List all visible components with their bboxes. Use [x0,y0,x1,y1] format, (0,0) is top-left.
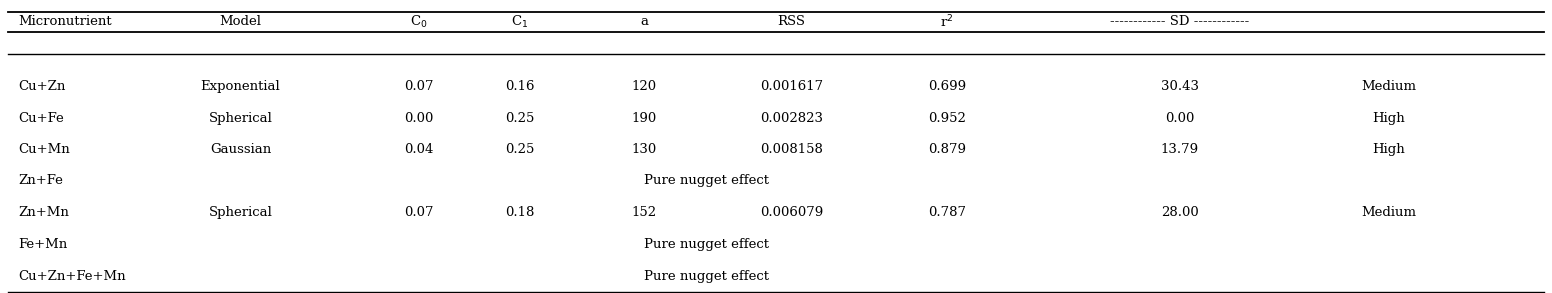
Text: Zn+Mn: Zn+Mn [19,206,70,219]
Text: Fe+Mn: Fe+Mn [19,238,68,251]
Text: C$_0$: C$_0$ [410,14,428,30]
Text: Gaussian: Gaussian [210,143,272,156]
Text: Pure nugget effect: Pure nugget effect [644,238,770,251]
Text: High: High [1372,112,1406,125]
Text: High: High [1372,143,1406,156]
Text: 0.25: 0.25 [506,112,534,125]
Text: Pure nugget effect: Pure nugget effect [644,270,770,283]
Text: 0.07: 0.07 [404,206,435,219]
Text: 130: 130 [632,143,656,156]
Text: RSS: RSS [778,16,805,28]
Text: 0.002823: 0.002823 [760,112,823,125]
Text: Zn+Fe: Zn+Fe [19,174,64,187]
Text: r$^2$: r$^2$ [941,14,953,30]
Text: 152: 152 [632,206,656,219]
Text: Cu+Zn+Fe+Mn: Cu+Zn+Fe+Mn [19,270,126,283]
Text: 0.07: 0.07 [404,80,435,93]
Text: Exponential: Exponential [200,80,281,93]
Text: Spherical: Spherical [208,206,273,219]
Text: ------------ SD ------------: ------------ SD ------------ [1110,16,1249,28]
Text: 0.16: 0.16 [504,80,535,93]
Text: 0.00: 0.00 [1166,112,1193,125]
Text: 0.25: 0.25 [506,143,534,156]
Text: Medium: Medium [1361,80,1417,93]
Text: 120: 120 [632,80,656,93]
Text: 13.79: 13.79 [1161,143,1198,156]
Text: 0.699: 0.699 [928,80,965,93]
Text: 30.43: 30.43 [1161,80,1198,93]
Text: 0.00: 0.00 [405,112,433,125]
Text: a: a [639,16,649,28]
Text: Pure nugget effect: Pure nugget effect [644,174,770,187]
Text: 0.008158: 0.008158 [760,143,823,156]
Text: 0.787: 0.787 [928,206,965,219]
Text: Spherical: Spherical [208,112,273,125]
Text: 28.00: 28.00 [1161,206,1198,219]
Text: Micronutrient: Micronutrient [19,16,112,28]
Text: 0.04: 0.04 [405,143,433,156]
Text: 0.18: 0.18 [506,206,534,219]
Text: Cu+Zn: Cu+Zn [19,80,67,93]
Text: 0.952: 0.952 [928,112,965,125]
Text: 190: 190 [632,112,656,125]
Text: Medium: Medium [1361,206,1417,219]
Text: Cu+Mn: Cu+Mn [19,143,70,156]
Text: Cu+Fe: Cu+Fe [19,112,64,125]
Text: 0.879: 0.879 [928,143,965,156]
Text: 0.001617: 0.001617 [760,80,823,93]
Text: C$_1$: C$_1$ [511,14,529,30]
Text: Model: Model [219,16,262,28]
Text: 0.006079: 0.006079 [760,206,823,219]
